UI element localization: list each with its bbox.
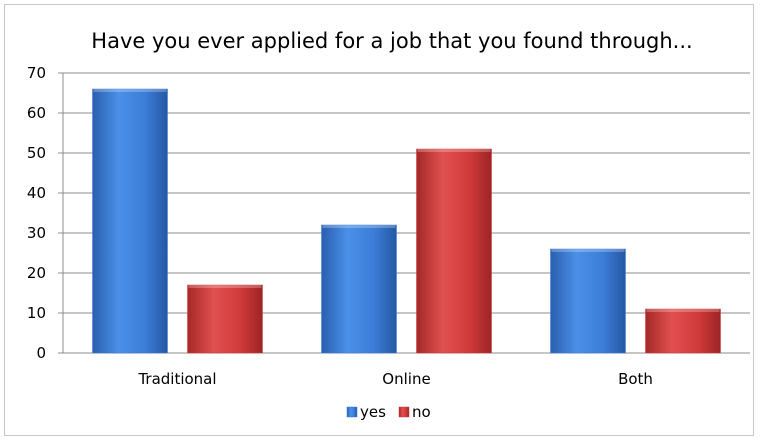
bars bbox=[92, 88, 721, 354]
bar-highlight bbox=[188, 285, 262, 288]
bar-no-traditional bbox=[187, 284, 263, 354]
bar-highlight bbox=[322, 225, 396, 228]
x-tick-label: Both bbox=[618, 370, 653, 388]
y-tick-label: 70 bbox=[27, 64, 46, 82]
bar-highlight bbox=[417, 149, 491, 152]
legend-label-no: no bbox=[412, 403, 431, 421]
y-tick-label: 10 bbox=[27, 304, 46, 322]
axes bbox=[58, 72, 750, 354]
x-tick-label: Traditional bbox=[137, 370, 216, 388]
legend-label-yes: yes bbox=[360, 403, 386, 421]
y-tick-label: 50 bbox=[27, 144, 46, 162]
bar-no-both bbox=[645, 308, 721, 354]
bar-highlight bbox=[93, 89, 167, 92]
x-tick-label: Online bbox=[382, 370, 430, 388]
bar-highlight bbox=[551, 249, 625, 252]
bar-yes-traditional bbox=[92, 88, 168, 354]
legend-swatch-no bbox=[398, 406, 410, 418]
y-tick-label: 40 bbox=[27, 184, 46, 202]
y-tick-label: 60 bbox=[27, 104, 46, 122]
bar-no-online bbox=[416, 148, 492, 354]
y-tick-label: 20 bbox=[27, 264, 46, 282]
chart-title: Have you ever applied for a job that you… bbox=[91, 29, 692, 53]
bar-highlight bbox=[646, 309, 720, 312]
bar-yes-both bbox=[550, 248, 626, 354]
legend: yes no bbox=[346, 403, 431, 421]
legend-swatch-yes bbox=[346, 406, 358, 418]
y-tick-label: 30 bbox=[27, 224, 46, 242]
y-tick-labels: 0 10 20 30 40 50 60 70 bbox=[27, 64, 46, 362]
gridlines bbox=[63, 72, 750, 314]
y-tick-label: 0 bbox=[36, 344, 46, 362]
x-tick-labels: Traditional Online Both bbox=[137, 370, 652, 388]
bar-yes-online bbox=[321, 224, 397, 354]
